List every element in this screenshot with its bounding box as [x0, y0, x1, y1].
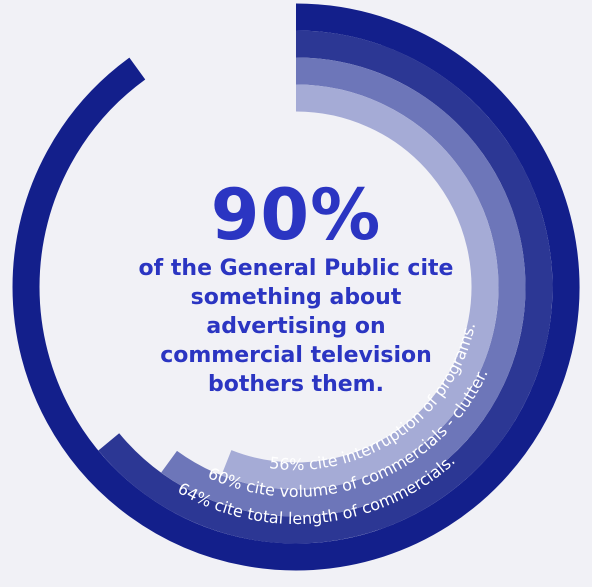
- headline-percentage: 90%: [210, 174, 382, 256]
- ring-length: [98, 30, 553, 544]
- ring-interruption: [221, 84, 499, 490]
- ring-outer-total: [12, 3, 580, 571]
- ring-volume: [161, 57, 526, 517]
- center-text: 90% of the General Public cite something…: [136, 178, 456, 399]
- headline-description: of the General Public cite something abo…: [138, 256, 454, 397]
